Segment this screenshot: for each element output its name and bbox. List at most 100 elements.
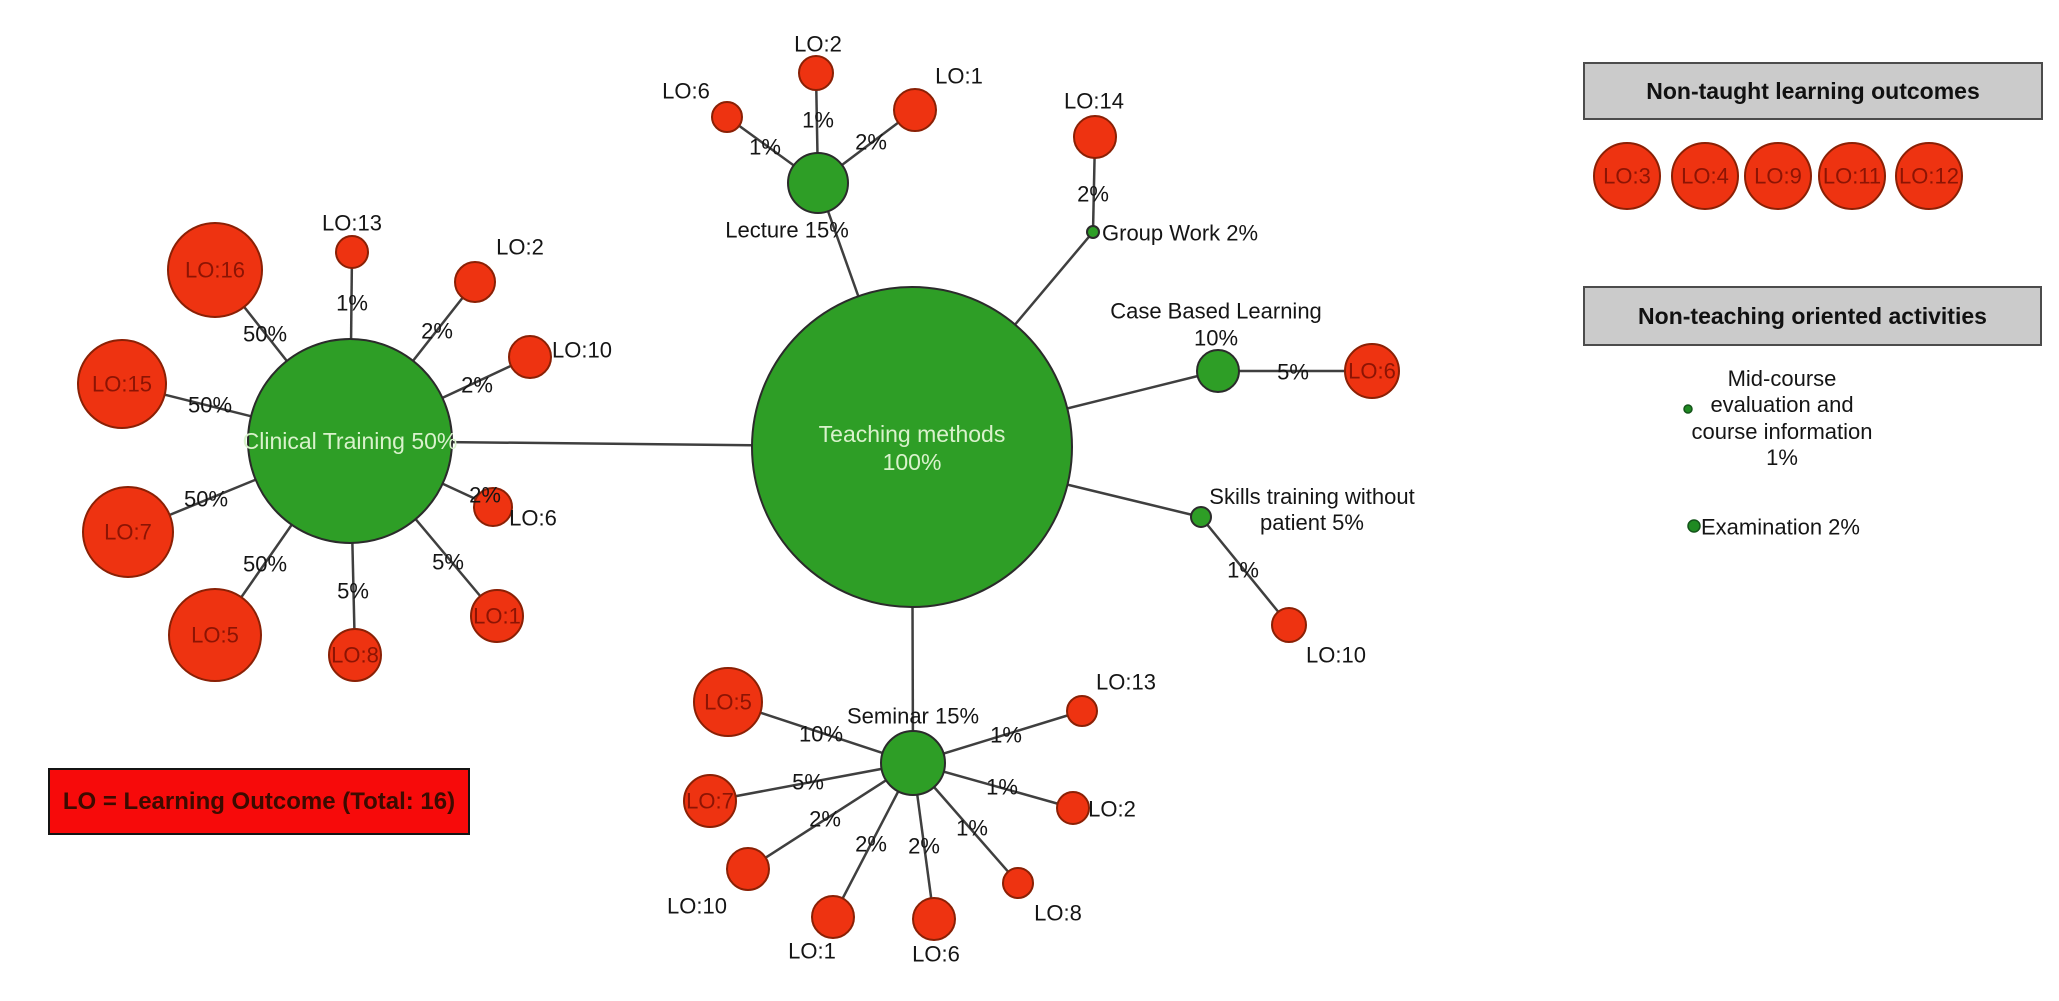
non-taught-lo3-label: LO:3 — [1603, 163, 1651, 189]
node-circles — [77, 55, 1963, 941]
lecture-lo2-pct: 1% — [802, 107, 834, 133]
teaching-methods-label: Teaching methods — [818, 420, 1006, 447]
clinical-lo2-pct: 2% — [421, 318, 453, 344]
lecture-lo2-node — [798, 55, 834, 91]
clinical-lo5-pct: 50% — [242, 551, 288, 577]
non-taught-lo12-label: LO:12 — [1899, 163, 1959, 189]
clinical-lo8-node — [328, 628, 382, 682]
seminar-lo7-label: LO:7 — [686, 788, 734, 814]
legend-text: LO = Learning Outcome (Total: 16) — [62, 787, 456, 815]
seminar-lo2-node — [1056, 791, 1090, 825]
clinical-lo8-pct: 5% — [337, 578, 369, 604]
skills-training-node — [1190, 506, 1212, 528]
non-teaching-header: Non-teaching oriented activities — [1583, 286, 2042, 346]
non-taught-title: Non-taught learning outcomes — [1646, 77, 1980, 104]
clinical-lo16-node — [167, 222, 263, 318]
clinical-lo7-node — [82, 486, 174, 578]
clinical-lo7-pct: 50% — [183, 486, 229, 512]
clinical-lo10-label: LO:10 — [552, 337, 612, 363]
examination-dot — [1687, 519, 1701, 533]
clinical-lo16-label: LO:16 — [185, 257, 245, 283]
lecture-label: Lecture 15% — [725, 217, 849, 243]
mid-course-text: Mid-course evaluation and course informa… — [1691, 366, 1873, 444]
lecture-lo1-pct: 2% — [855, 129, 887, 155]
seminar-lo10-pct: 2% — [809, 806, 841, 832]
skills-lo10-label: LO:10 — [1306, 642, 1366, 668]
clinical-lo8-label: LO:8 — [331, 642, 379, 668]
seminar-lo13-label: LO:13 — [1096, 669, 1156, 695]
case-based-value: 10% — [1193, 325, 1239, 351]
seminar-lo8-label: LO:8 — [1034, 900, 1082, 926]
clinical-lo15-pct: 50% — [187, 392, 233, 418]
clinical-training-node — [247, 338, 453, 544]
seminar-lo6-node — [912, 897, 956, 941]
mid-course-dot — [1683, 404, 1693, 414]
mid-course-pct: 1% — [1766, 445, 1798, 471]
lecture-lo6-node — [711, 101, 743, 133]
clinical-lo1-node — [470, 589, 524, 643]
group-lo14-node — [1073, 115, 1117, 159]
seminar-lo13-node — [1066, 695, 1098, 727]
clinical-lo5-node — [168, 588, 262, 682]
clinical-lo2-node — [454, 261, 496, 303]
clinical-lo15-label: LO:15 — [92, 371, 152, 397]
seminar-lo8-pct: 1% — [956, 815, 988, 841]
case-lo6-pct: 5% — [1277, 359, 1309, 385]
seminar-lo5-node — [693, 667, 763, 737]
lecture-lo1-node — [893, 88, 937, 132]
group-work-label: Group Work 2% — [1102, 220, 1259, 246]
clinical-lo10-node — [508, 335, 552, 379]
clinical-lo6-label: LO:6 — [509, 505, 557, 531]
non-taught-lo4-node — [1671, 142, 1739, 210]
clinical-lo15-node — [77, 339, 167, 429]
seminar-lo2-pct: 1% — [986, 774, 1018, 800]
non-taught-lo3-node — [1593, 142, 1661, 210]
clinical-lo6-pct: 2% — [469, 482, 501, 508]
seminar-lo7-pct: 5% — [792, 769, 824, 795]
seminar-label: Seminar 15% — [846, 703, 980, 729]
case-lo6-label: LO:6 — [1348, 358, 1396, 384]
seminar-lo8-node — [1002, 867, 1034, 899]
group-lo14-label: LO:14 — [1064, 88, 1124, 114]
mid-course-item: Mid-course evaluation and course informa… — [1677, 366, 1887, 472]
clinical-lo13-pct: 1% — [336, 290, 368, 316]
skills-lo10-pct: 1% — [1227, 557, 1259, 583]
non-taught-header: Non-taught learning outcomes — [1583, 62, 2043, 120]
teaching-methods-value: 100% — [882, 448, 942, 475]
non-taught-lo9-label: LO:9 — [1754, 163, 1802, 189]
non-taught-lo11-label: LO:11 — [1822, 163, 1882, 189]
non-teaching-title: Non-teaching oriented activities — [1638, 302, 1987, 329]
clinical-lo16-pct: 50% — [242, 321, 288, 347]
seminar-lo7-node — [683, 774, 737, 828]
clinical-lo13-node — [335, 235, 369, 269]
seminar-lo6-label: LO:6 — [912, 941, 960, 967]
skills-training-label: Skills training without patient 5% — [1209, 484, 1415, 536]
group-lo14-pct: 2% — [1077, 181, 1109, 207]
clinical-lo10-pct: 2% — [461, 372, 493, 398]
seminar-lo1-pct: 2% — [855, 831, 887, 857]
lecture-lo6-label: LO:6 — [662, 78, 710, 104]
lecture-lo2-label: LO:2 — [794, 31, 842, 57]
lecture-lo6-pct: 1% — [749, 134, 781, 160]
teaching-methods-node — [751, 286, 1073, 608]
seminar-lo10-node — [726, 847, 770, 891]
non-taught-lo12-node — [1895, 142, 1963, 210]
clinical-training-label: Clinical Training 50% — [242, 427, 458, 454]
clinical-lo6-node — [473, 487, 513, 527]
seminar-node — [880, 730, 946, 796]
clinical-lo13-label: LO:13 — [322, 210, 382, 236]
lecture-node — [787, 152, 849, 214]
group-work-node — [1086, 225, 1100, 239]
lecture-lo1-label: LO:1 — [935, 63, 983, 89]
non-taught-lo4-label: LO:4 — [1681, 163, 1729, 189]
seminar-lo13-pct: 1% — [990, 722, 1022, 748]
legend-box: LO = Learning Outcome (Total: 16) — [48, 768, 470, 835]
clinical-lo7-label: LO:7 — [104, 519, 152, 545]
non-taught-lo9-node — [1744, 142, 1812, 210]
seminar-lo1-label: LO:1 — [788, 938, 836, 964]
seminar-lo5-label: LO:5 — [704, 689, 752, 715]
case-based-learning-node — [1196, 349, 1240, 393]
seminar-lo10-label: LO:10 — [667, 893, 727, 919]
